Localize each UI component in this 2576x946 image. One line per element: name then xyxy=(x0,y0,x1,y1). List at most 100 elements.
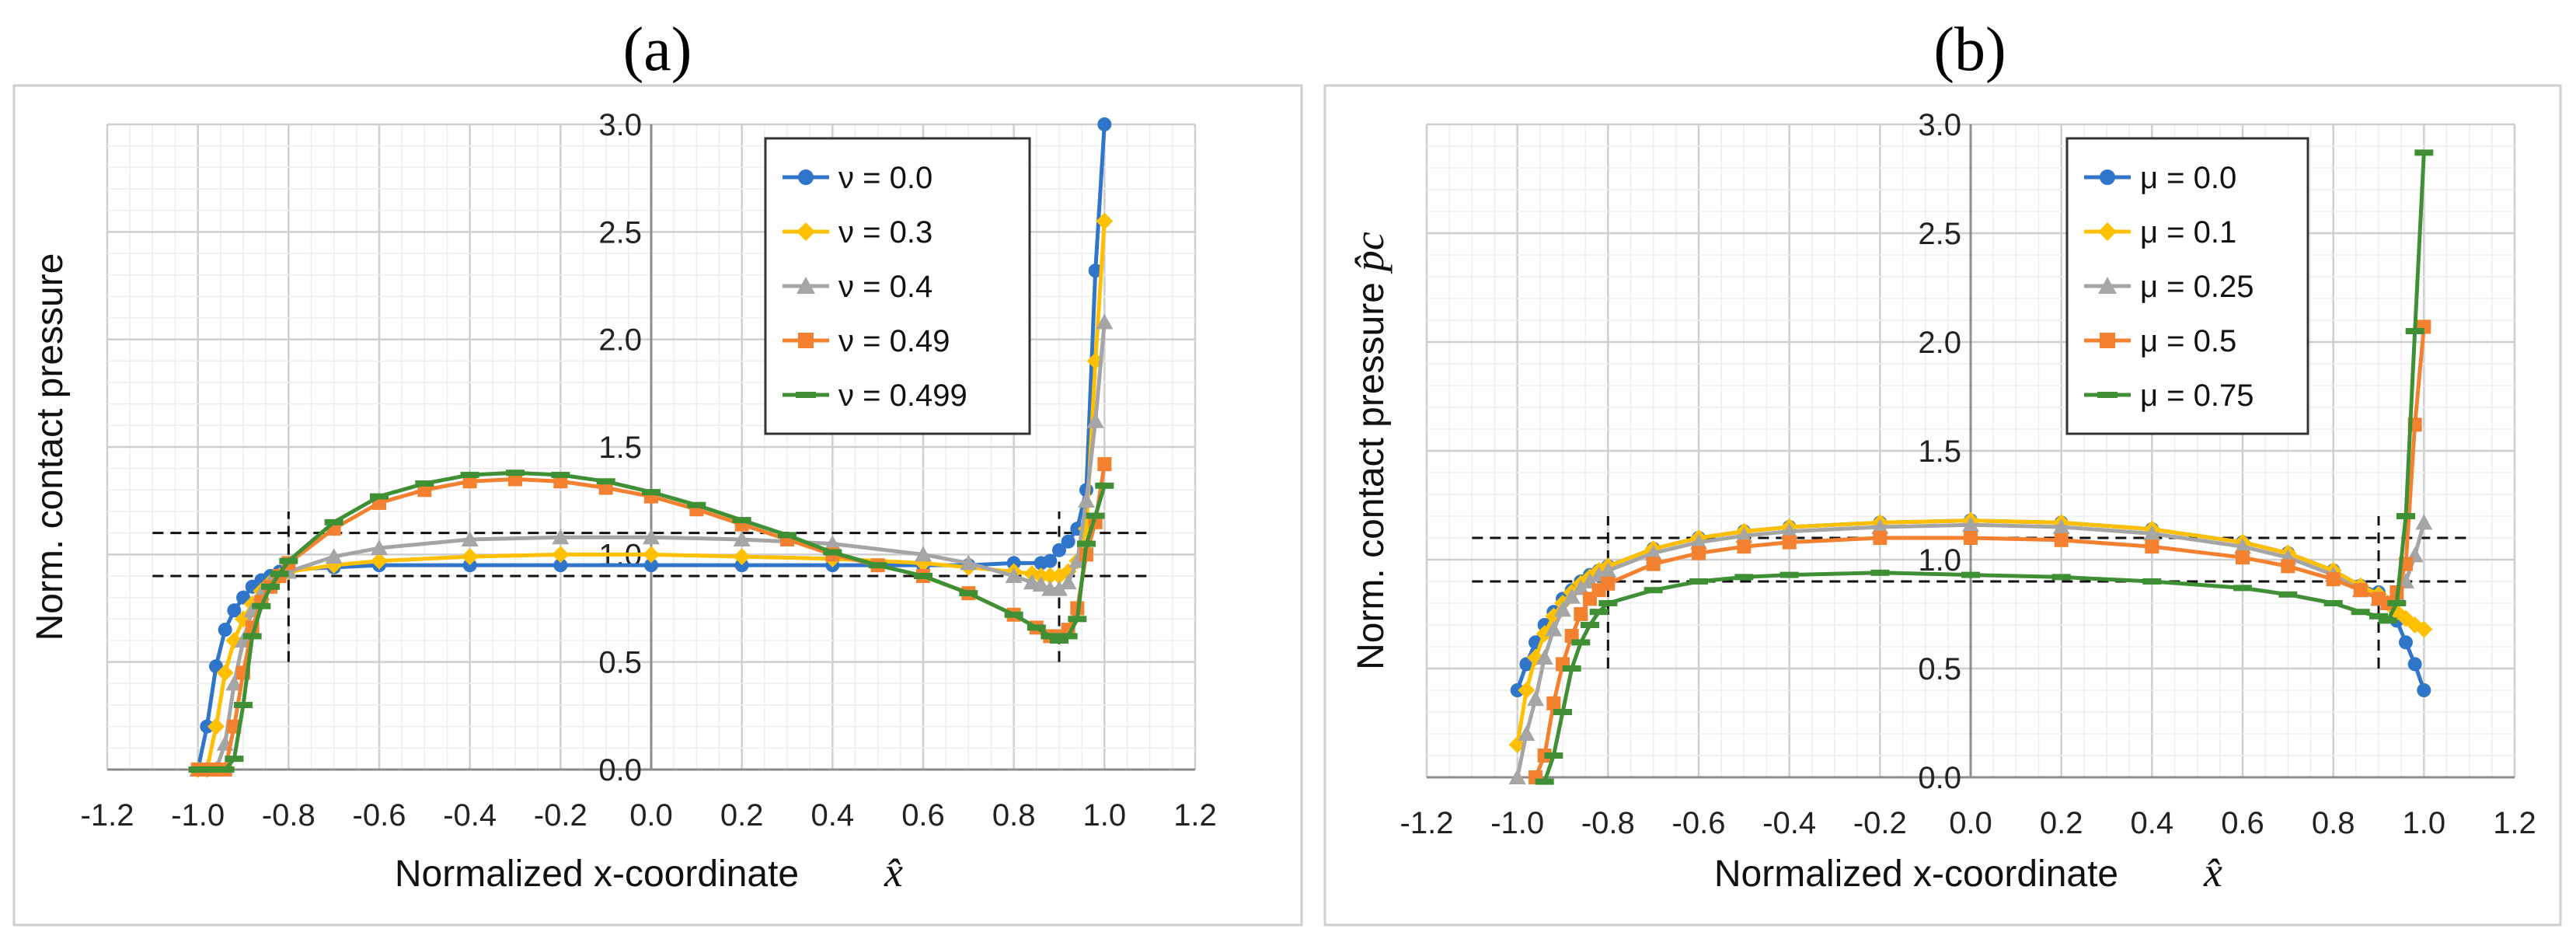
x-tick-label: -1.2 xyxy=(81,798,134,833)
data-point xyxy=(1581,622,1599,628)
x-tick-label: 1.0 xyxy=(1083,798,1127,833)
data-point xyxy=(234,702,253,708)
y-tick-label: 0.5 xyxy=(1918,652,1961,686)
data-point xyxy=(1005,567,1023,583)
x-tick-label: 0.4 xyxy=(811,798,855,833)
data-point xyxy=(1544,752,1563,759)
x-axis-symbol: x̂ xyxy=(2203,849,2222,895)
data-point xyxy=(2414,149,2434,156)
x-tick-label: 0.0 xyxy=(1949,806,1992,840)
data-point xyxy=(2052,518,2070,534)
y-axis-label-text: Norm. contact pressure xyxy=(30,253,71,641)
data-point xyxy=(2407,657,2422,672)
legend-label: ν = 0.0 xyxy=(838,161,932,195)
data-point xyxy=(1095,482,1114,489)
data-point xyxy=(1078,492,1095,508)
grid xyxy=(106,123,1197,771)
data-point xyxy=(2142,578,2162,585)
data-point xyxy=(959,590,978,597)
data-point xyxy=(1510,683,1525,697)
data-point xyxy=(823,549,842,556)
data-point xyxy=(415,480,434,487)
data-point xyxy=(1644,544,1662,560)
y-axis-label: Norm. contact pressure p̂c xyxy=(1346,232,1393,670)
y-tick-label: 2.5 xyxy=(1918,217,1961,251)
data-point xyxy=(733,548,751,566)
data-point xyxy=(2236,550,2250,565)
data-point xyxy=(242,633,262,640)
data-point xyxy=(1051,580,1068,596)
x-tick-label: 0.2 xyxy=(2040,806,2083,840)
x-tick-label: -0.4 xyxy=(443,798,497,833)
legend: μ = 0.0 μ = 0.1 μ = 0.25 μ = 0.5 μ = 0.75 xyxy=(2065,137,2309,435)
legend-entry: μ = 0.25 xyxy=(2084,270,2254,304)
data-point xyxy=(1962,516,1979,532)
x-tick-label: 0.6 xyxy=(2221,806,2264,840)
data-point xyxy=(1041,567,1059,585)
data-point xyxy=(1041,633,1060,640)
data-point xyxy=(1873,531,1888,545)
data-point xyxy=(1779,571,1799,578)
data-point xyxy=(1545,620,1563,637)
x-tick-label: -0.6 xyxy=(1672,806,1726,840)
data-point xyxy=(1086,412,1104,428)
series-4 xyxy=(1535,149,2434,785)
y-tick-label: 1.5 xyxy=(598,431,642,465)
data-point xyxy=(279,557,298,564)
data-point xyxy=(2397,573,2414,588)
data-point xyxy=(1735,527,1753,543)
legend-label: ν = 0.499 xyxy=(838,379,967,413)
x-tick-label: -0.8 xyxy=(262,798,315,833)
data-point xyxy=(1097,457,1112,472)
data-point xyxy=(644,558,658,573)
data-point xyxy=(324,518,343,525)
y-tick-label: 0.0 xyxy=(1918,761,1961,795)
y-axis-label-text: Norm. contact pressure xyxy=(1351,282,1392,670)
data-point xyxy=(1061,534,1075,549)
data-point xyxy=(643,529,660,545)
y-tick-label: 2.0 xyxy=(598,323,642,358)
data-point xyxy=(642,489,661,496)
data-point xyxy=(687,501,706,508)
data-point xyxy=(1088,264,1103,278)
data-point xyxy=(1961,571,1980,578)
data-point xyxy=(218,623,232,637)
chart-a: -1.2 -1.0 -0.8 -0.6 -0.4 -0.2 0.0 0.2 0.4 0.6 0.8 1… xyxy=(30,108,1217,895)
legend-entry: μ = 0.1 xyxy=(2084,215,2236,250)
data-point xyxy=(1027,624,1046,631)
data-point xyxy=(1562,665,1581,672)
data-point xyxy=(1871,518,1889,534)
data-point xyxy=(1096,212,1114,230)
data-point xyxy=(2100,169,2115,185)
data-point xyxy=(1068,616,1087,623)
data-point xyxy=(960,554,978,571)
legend-label: μ = 0.0 xyxy=(2140,161,2236,195)
x-tick-label: -1.0 xyxy=(171,798,225,833)
data-point xyxy=(371,539,388,556)
data-point xyxy=(1518,725,1535,741)
data-point xyxy=(2369,613,2388,620)
x-axis-label: Normalized x-coordinate xyxy=(395,853,799,895)
data-point xyxy=(225,756,244,763)
x-tick-label: 1.2 xyxy=(1173,798,1217,833)
data-point xyxy=(2399,635,2413,650)
data-point xyxy=(1644,587,1663,594)
data-point xyxy=(371,552,388,570)
x-tick-label: -1.2 xyxy=(1400,806,1454,840)
data-point xyxy=(797,222,815,241)
x-tick-label: 0.8 xyxy=(992,798,1036,833)
data-point xyxy=(2234,538,2251,554)
data-point xyxy=(2387,600,2407,606)
data-point xyxy=(2396,513,2415,519)
data-point xyxy=(1780,522,1798,539)
chart-b: -1.2 -1.0 -0.8 -0.6 -0.4 -0.2 0.0 0.2 0.4 0.6 0.8 1… xyxy=(1346,108,2536,895)
data-point xyxy=(553,558,568,573)
data-point xyxy=(1598,600,1618,606)
data-point xyxy=(2145,539,2159,554)
legend-label: ν = 0.3 xyxy=(838,215,932,250)
x-tick-label: -1.0 xyxy=(1490,806,1544,840)
data-point xyxy=(914,573,932,579)
data-point xyxy=(2405,328,2424,334)
data-point xyxy=(1601,576,1616,591)
data-point xyxy=(261,583,280,590)
